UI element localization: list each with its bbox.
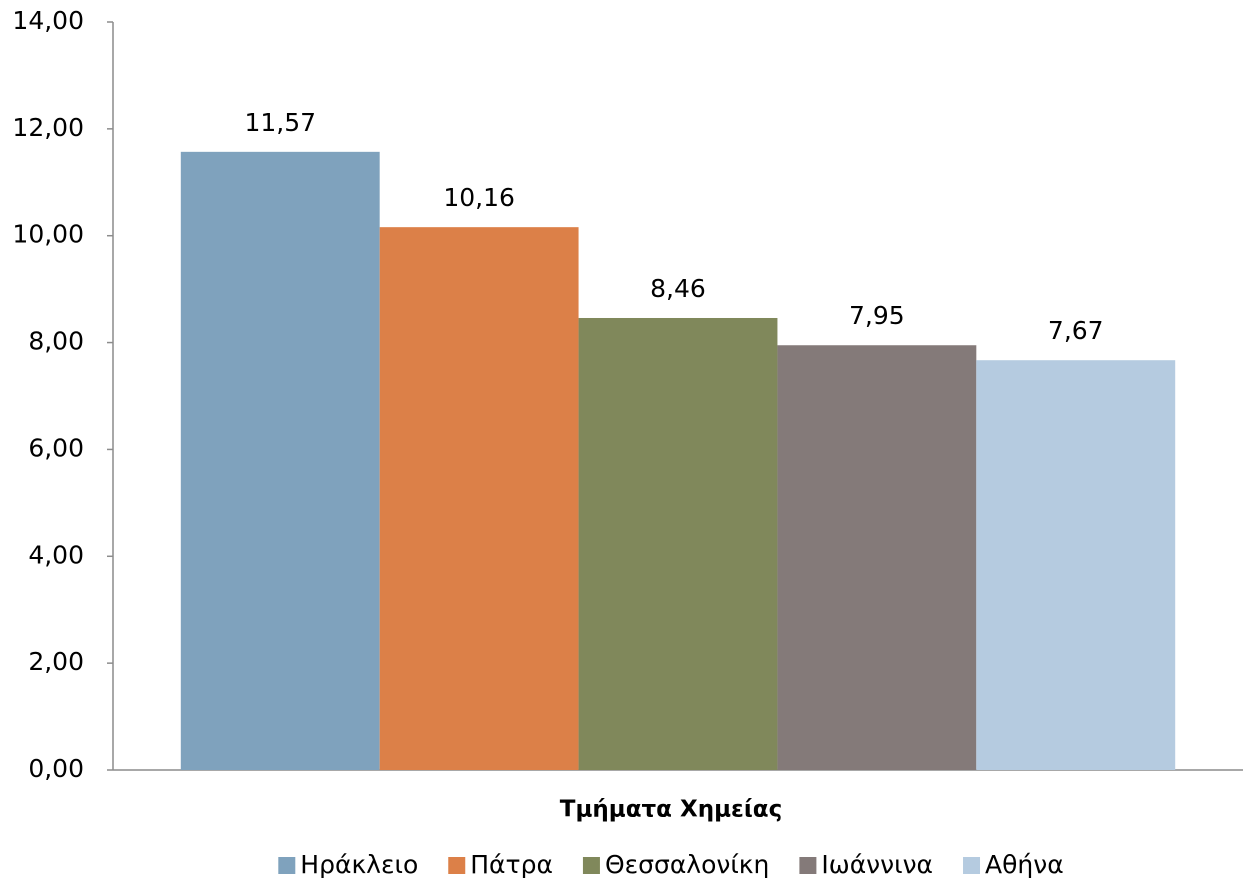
bar [976, 360, 1176, 770]
bar [777, 345, 977, 770]
legend-swatch [582, 857, 600, 874]
bar [180, 151, 380, 770]
y-tick-label: 4,00 [28, 540, 84, 569]
y-tick-label: 10,00 [12, 220, 84, 249]
y-tick-label: 12,00 [12, 113, 84, 142]
data-label: 11,57 [244, 108, 316, 137]
y-tick-label: 6,00 [28, 433, 84, 462]
y-tick-label: 8,00 [28, 327, 84, 356]
y-tick-label: 14,00 [12, 6, 84, 35]
legend-swatch [799, 857, 817, 874]
legend-label: Πάτρα [470, 850, 553, 879]
legend-label: Ιωάννινα [821, 850, 933, 879]
bar [578, 317, 778, 770]
data-label: 8,46 [650, 274, 706, 303]
legend-label: Ηράκλειο [300, 850, 418, 879]
data-label: 10,16 [443, 183, 515, 212]
x-tick-label: Τμήματα Χημείας [560, 797, 782, 823]
legend-label: Αθήνα [985, 850, 1064, 879]
legend-swatch [963, 857, 981, 874]
y-tick-label: 0,00 [28, 754, 84, 783]
y-tick-label: 2,00 [28, 647, 84, 676]
bar [379, 227, 579, 770]
legend-swatch [278, 857, 296, 874]
legend-swatch [448, 857, 466, 874]
legend-label: Θεσσαλονίκη [605, 850, 769, 879]
data-label: 7,67 [1048, 316, 1104, 345]
data-label: 7,95 [849, 301, 905, 330]
